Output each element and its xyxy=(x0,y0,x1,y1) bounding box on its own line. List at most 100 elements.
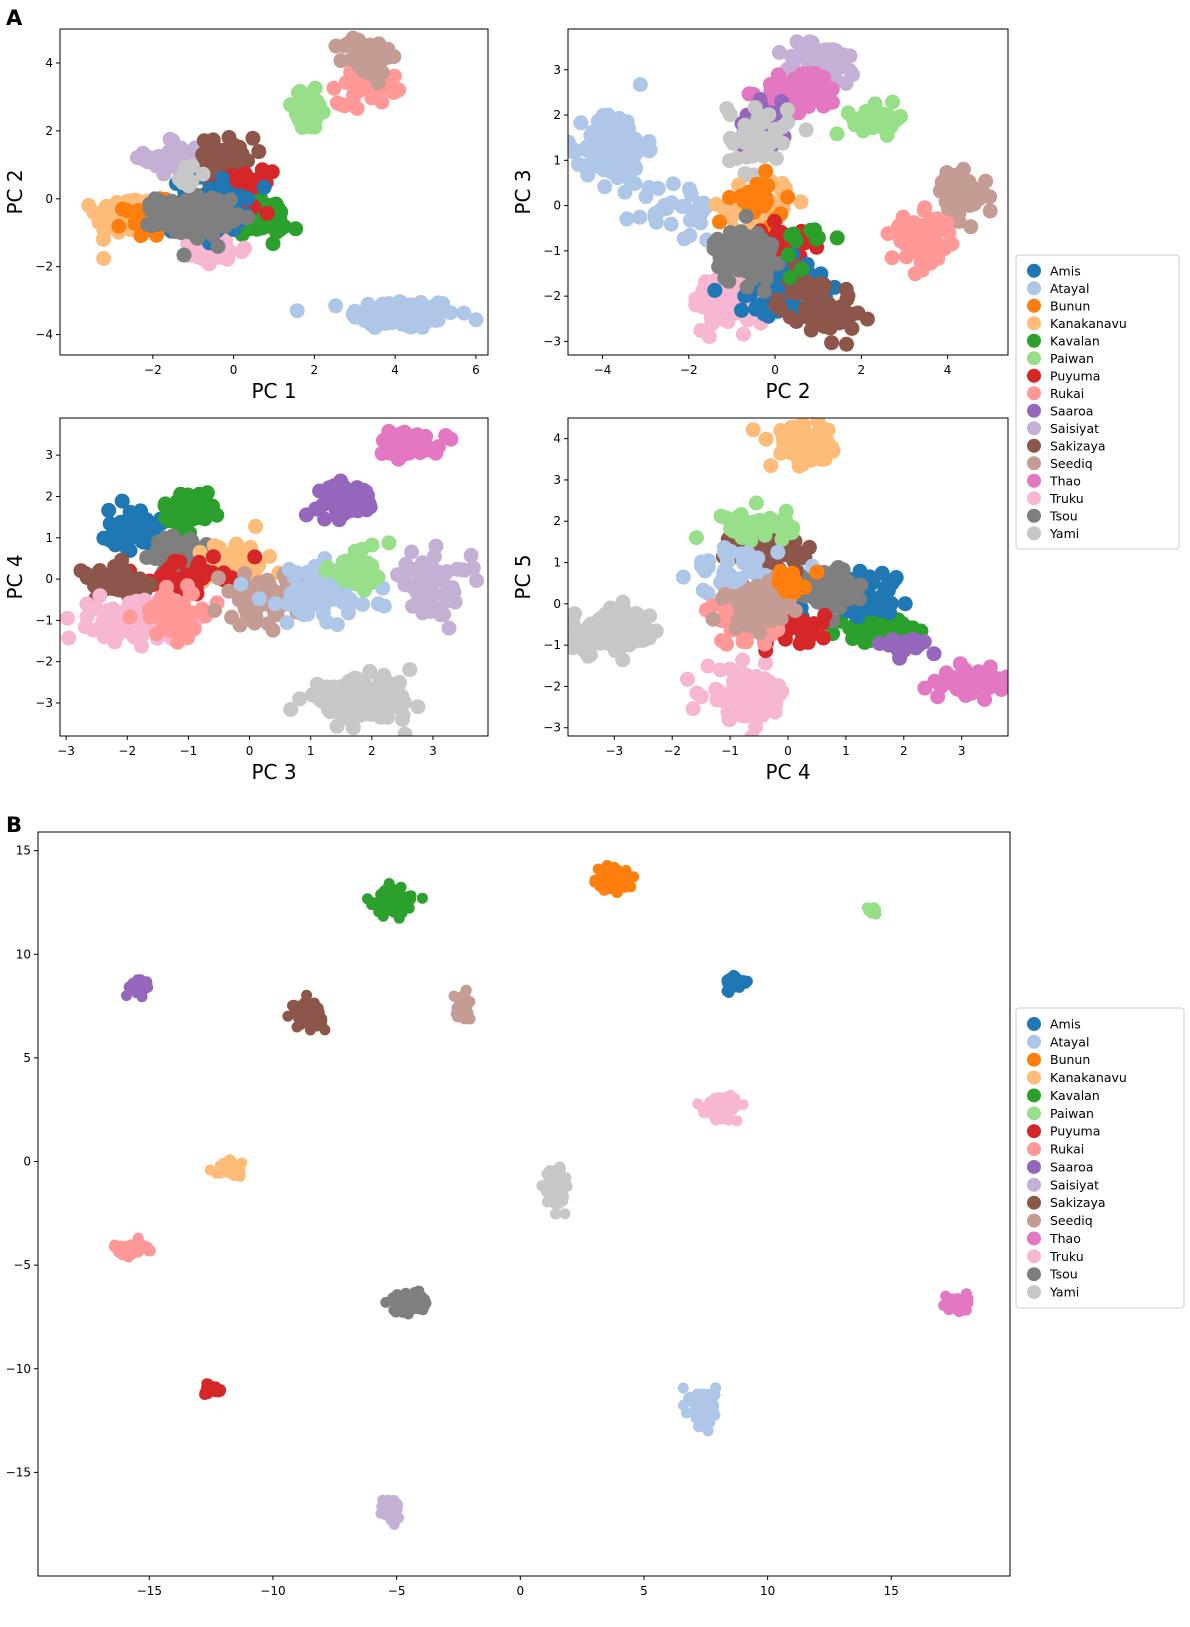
point xyxy=(719,307,735,322)
cluster-rukai xyxy=(122,578,225,650)
point xyxy=(705,611,721,627)
point xyxy=(717,606,733,622)
y-tick-label: 0 xyxy=(45,192,53,206)
point xyxy=(803,322,819,338)
point xyxy=(906,215,922,231)
point xyxy=(611,887,623,899)
point xyxy=(738,208,754,224)
point xyxy=(709,692,725,708)
point xyxy=(944,183,960,199)
point xyxy=(824,335,840,351)
point xyxy=(606,153,622,169)
point xyxy=(393,426,409,442)
point xyxy=(394,1298,406,1310)
data-points xyxy=(549,418,1008,736)
point xyxy=(707,282,723,298)
point xyxy=(642,142,658,158)
point xyxy=(423,604,438,619)
point xyxy=(663,216,679,232)
point xyxy=(390,567,406,583)
point xyxy=(770,544,786,560)
point xyxy=(756,283,772,299)
point xyxy=(632,209,648,225)
point xyxy=(722,153,737,169)
x-axis-label: PC 4 xyxy=(765,760,810,784)
point xyxy=(374,671,390,687)
point xyxy=(451,1002,463,1014)
point xyxy=(155,543,171,559)
point xyxy=(612,131,628,147)
point xyxy=(570,156,586,172)
point xyxy=(175,604,191,620)
point xyxy=(373,709,389,725)
cluster-rukai xyxy=(880,200,960,282)
point xyxy=(712,214,727,230)
point xyxy=(632,77,648,93)
point xyxy=(744,252,760,268)
y-tick-label: 3 xyxy=(553,473,561,487)
point xyxy=(613,867,624,879)
point xyxy=(259,205,275,221)
point xyxy=(441,620,457,636)
point xyxy=(587,147,603,163)
point xyxy=(617,184,633,200)
point xyxy=(364,537,380,553)
y-tick-label: −2 xyxy=(543,289,561,303)
point xyxy=(554,1161,566,1173)
point xyxy=(176,247,192,263)
point xyxy=(283,702,299,717)
point xyxy=(886,618,902,633)
y-tick-label: 2 xyxy=(553,514,561,528)
point xyxy=(333,53,349,69)
point xyxy=(392,674,407,690)
point xyxy=(549,613,564,628)
point xyxy=(597,179,613,195)
point xyxy=(791,458,807,474)
point xyxy=(907,243,923,259)
point xyxy=(410,699,426,715)
point xyxy=(182,221,198,237)
point xyxy=(361,681,377,697)
point xyxy=(726,982,738,994)
point xyxy=(716,565,732,581)
point xyxy=(838,281,854,297)
point xyxy=(355,482,371,498)
point xyxy=(312,483,328,499)
y-tick-label: 1 xyxy=(553,153,561,167)
point xyxy=(734,302,749,318)
point xyxy=(468,312,484,328)
point xyxy=(210,570,226,586)
point xyxy=(710,1114,722,1126)
x-tick-label: 2 xyxy=(368,744,376,758)
point xyxy=(892,650,908,666)
cluster-saaroa xyxy=(872,631,942,666)
point xyxy=(799,274,815,290)
point xyxy=(780,247,796,263)
point xyxy=(356,582,372,598)
x-tick-label: 4 xyxy=(391,363,399,377)
point xyxy=(130,203,145,219)
point xyxy=(765,81,781,96)
point xyxy=(723,1114,735,1126)
point xyxy=(394,693,410,709)
data-points xyxy=(568,34,998,352)
point xyxy=(336,38,352,54)
point xyxy=(751,185,767,201)
y-tick-label: −1 xyxy=(543,638,561,652)
point xyxy=(301,989,313,1001)
point xyxy=(758,431,774,447)
point xyxy=(634,630,650,646)
point xyxy=(390,891,402,903)
point xyxy=(195,166,211,182)
point xyxy=(714,1098,726,1110)
point xyxy=(739,279,755,295)
point xyxy=(101,502,117,518)
cluster-kavalan xyxy=(362,878,428,924)
point xyxy=(734,188,750,204)
point xyxy=(398,556,414,572)
point xyxy=(756,583,772,599)
point xyxy=(889,111,905,127)
y-tick-label: 1 xyxy=(553,556,561,570)
